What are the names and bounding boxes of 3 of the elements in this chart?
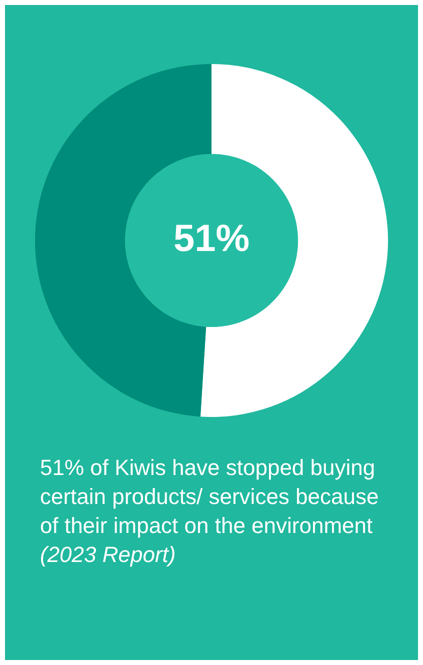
text: (2023 Report) [40,541,177,569]
text: 51% of Kiwis have stopped buying certain products/ services because of their impact on the environment [40,455,379,538]
text: 51% [173,218,250,260]
